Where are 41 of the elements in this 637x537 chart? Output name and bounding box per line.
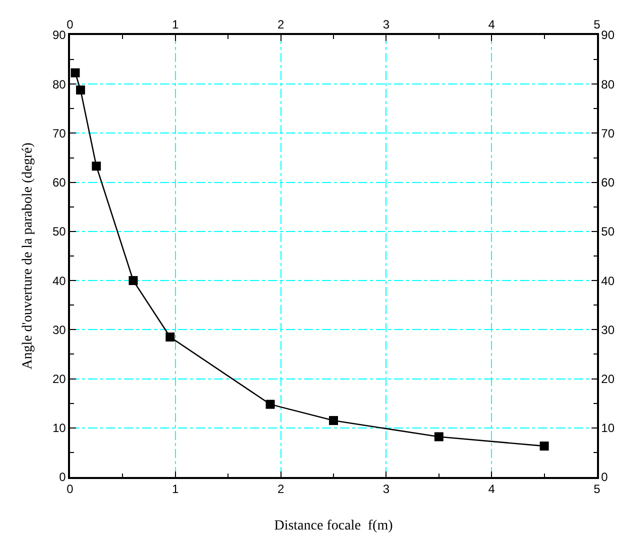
y2-tick-label: 40 [601, 274, 615, 288]
y2-tick-label: 80 [601, 77, 615, 92]
y-axis-title: Angle d'ouverture de la parabole (degré) [20, 142, 36, 370]
y2-tick-label: 0 [601, 470, 608, 484]
y2-tick-label: 70 [601, 126, 615, 140]
point [76, 86, 86, 94]
x2-tick-label: 5 [594, 482, 601, 496]
y-tick-label: 10 [52, 421, 66, 436]
x-tick-label: 3 [382, 17, 390, 32]
point [329, 416, 338, 426]
y2-tick-label: 30 [601, 322, 615, 337]
point [540, 442, 549, 451]
y-tick-label: 70 [52, 126, 66, 140]
y-tick-label: 90 [52, 28, 66, 42]
y-tick-label: 60 [52, 176, 66, 190]
y-tick-label: 30 [52, 322, 66, 337]
y2-tick-label: 20 [601, 372, 615, 386]
x2-tick-label: 4 [488, 482, 496, 496]
point [166, 332, 175, 342]
point [434, 432, 444, 442]
y2-tick-label: 90 [601, 28, 615, 42]
x-tick-label: 1 [172, 17, 180, 32]
y-tick-label: 40 [52, 274, 66, 288]
x-tick-label: 4 [488, 17, 496, 32]
x-tick-label: 5 [594, 17, 601, 32]
y2-tick-label: 60 [601, 176, 615, 190]
x2-tick-label: 3 [382, 482, 390, 496]
y-tick-label: 0 [59, 470, 66, 484]
y2-tick-label: 50 [601, 224, 615, 239]
y-tick-label: 50 [52, 224, 66, 239]
y-tick-label: 80 [52, 77, 66, 92]
point [266, 400, 275, 409]
x2-tick-label: 2 [277, 482, 284, 496]
x-axis-title: Distance focale f(m) [274, 518, 394, 534]
y-tick-label: 20 [52, 372, 66, 386]
point [70, 68, 80, 78]
x-tick-label: 2 [277, 17, 284, 32]
x2-tick-label: 1 [172, 482, 180, 496]
point [92, 162, 101, 171]
point [128, 276, 138, 286]
y2-tick-label: 10 [601, 421, 615, 436]
